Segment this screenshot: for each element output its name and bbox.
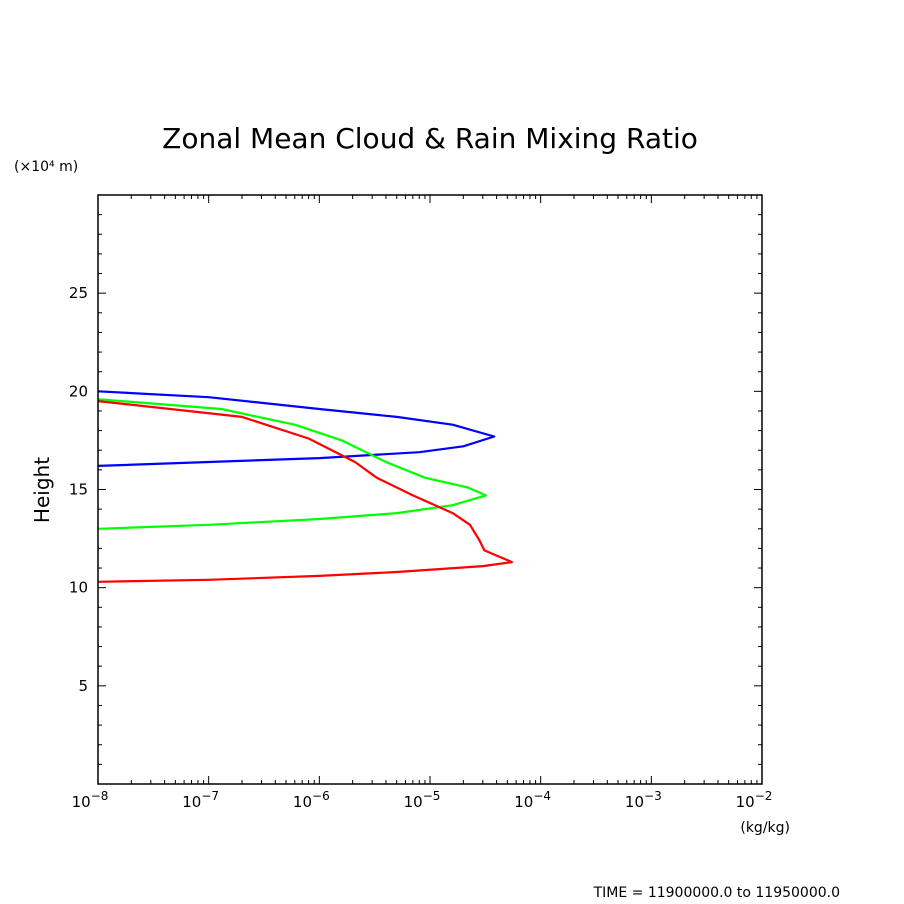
y-tick-label: 5 — [78, 677, 88, 695]
x-tick-label-base: 10 — [293, 793, 312, 811]
y-tick-label: 15 — [69, 481, 88, 499]
series-line-3 — [97, 400, 513, 583]
y-axis-unit: (×10⁴ m) — [14, 159, 78, 175]
x-tick-label-base: 10 — [404, 793, 423, 811]
plot-frame — [97, 194, 763, 785]
x-tick-label-exponent: −5 — [423, 789, 441, 803]
time-range-footer: TIME = 11900000.0 to 11950000.0 — [593, 885, 840, 901]
y-tick-label: 10 — [69, 579, 88, 597]
x-tick-label-exponent: −7 — [201, 789, 219, 803]
x-tick-label-base: 10 — [736, 793, 755, 811]
x-tick-label-exponent: −3 — [644, 789, 662, 803]
y-tick-label: 25 — [69, 284, 88, 302]
x-axis-label: (kg/kg) — [740, 820, 790, 836]
x-tick-label-exponent: −6 — [312, 789, 330, 803]
x-tick-label-base: 10 — [182, 793, 201, 811]
x-tick-label-base: 10 — [72, 793, 91, 811]
x-tick-label: 10−4 — [514, 789, 551, 811]
x-tick-label-exponent: −8 — [91, 789, 109, 803]
x-tick-label-base: 10 — [514, 793, 533, 811]
x-tick-label-exponent: −2 — [755, 789, 773, 803]
x-tick-label: 10−2 — [736, 789, 773, 811]
chart-title: Zonal Mean Cloud & Rain Mixing Ratio — [162, 122, 698, 155]
x-tick-label-exponent: −4 — [533, 789, 551, 803]
series-line-1 — [97, 390, 496, 467]
x-tick-label: 10−7 — [182, 789, 219, 811]
x-tick-label-base: 10 — [625, 793, 644, 811]
y-tick-label: 20 — [69, 382, 88, 400]
series-layer — [97, 390, 513, 583]
x-tick-label: 10−5 — [404, 789, 441, 811]
x-tick-label: 10−6 — [293, 789, 330, 811]
y-axis-label: Height — [30, 457, 54, 523]
x-tick-label: 10−8 — [72, 789, 109, 811]
series-line-2 — [97, 398, 487, 530]
x-tick-label: 10−3 — [625, 789, 662, 811]
